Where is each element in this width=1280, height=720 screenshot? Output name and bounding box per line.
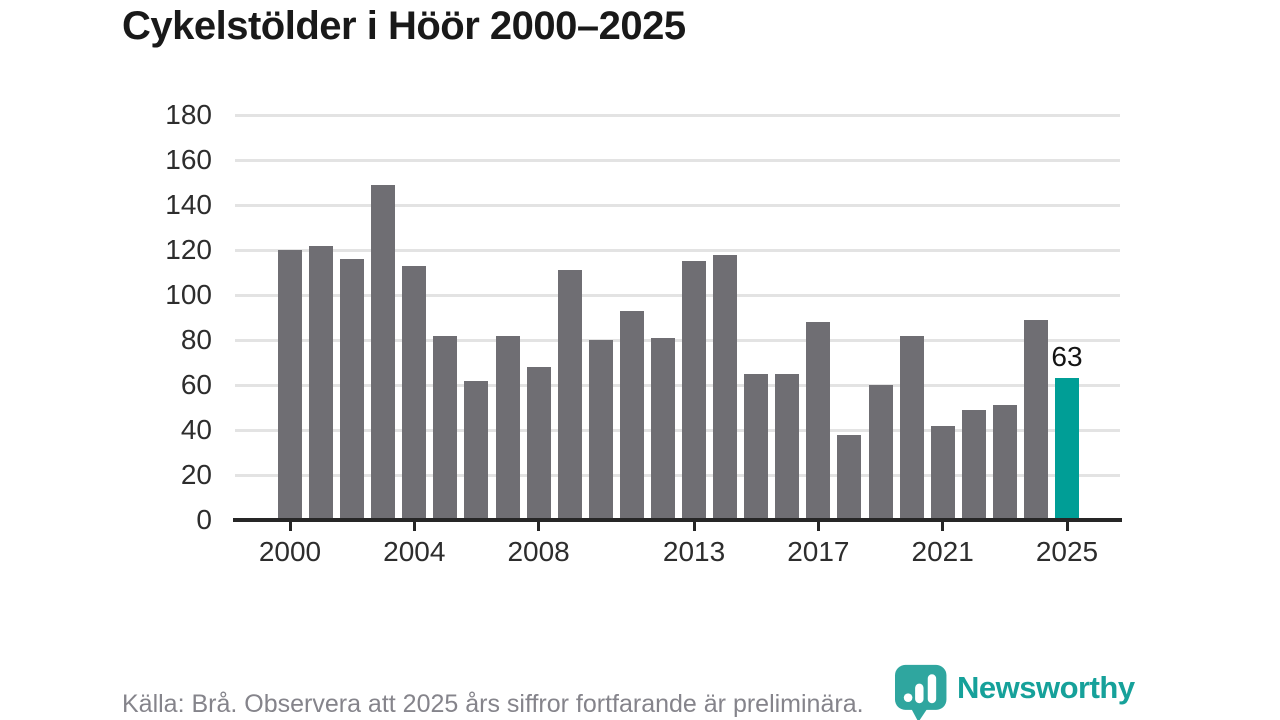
- bar-2007: [495, 335, 520, 520]
- x-axis-tick-label: 2008: [507, 536, 570, 567]
- bar-2014: [713, 254, 738, 520]
- gridline-100: [235, 293, 1120, 297]
- gridline-180: [235, 113, 1120, 117]
- bar-2005: [433, 335, 458, 520]
- bar-2009: [557, 270, 582, 520]
- chart-title: Cykelstölder i Höör 2000–2025: [122, 4, 686, 48]
- gridline-40: [235, 428, 1120, 432]
- x-axis-tick-label: 2000: [258, 536, 322, 567]
- bar-2006: [464, 380, 489, 520]
- logo-wordmark: Newsworthy: [957, 670, 1135, 705]
- bar-2011: [619, 310, 644, 520]
- x-axis-tick: [1065, 522, 1069, 531]
- x-axis-tick-label: 2017: [787, 536, 850, 567]
- gridline-60: [235, 383, 1120, 387]
- bar-2025: [1055, 378, 1079, 520]
- y-axis-tick-label: 120: [165, 234, 212, 265]
- x-axis-tick-label: 2021: [911, 536, 974, 567]
- bar-2024: [1023, 319, 1048, 520]
- x-axis-tick: [692, 522, 696, 531]
- bar-2000: [278, 250, 302, 520]
- bar-2016: [775, 373, 800, 520]
- bar-2018: [837, 434, 862, 520]
- gridline-140: [235, 203, 1120, 207]
- gridline-80: [235, 338, 1120, 342]
- gridline-160: [235, 158, 1120, 162]
- y-axis-tick-label: 0: [196, 504, 212, 535]
- gridline-20: [235, 473, 1120, 477]
- bar-2010: [588, 340, 613, 520]
- bar-2017: [806, 322, 831, 520]
- bar-2015: [744, 373, 769, 520]
- y-axis-tick-label: 20: [180, 459, 212, 490]
- newsworthy-logo: Newsworthy: [893, 664, 1135, 720]
- bar-chart-speech-bubble-icon: [895, 664, 947, 720]
- bar-2022: [961, 409, 986, 520]
- bar-2013: [682, 261, 707, 520]
- bar-2001: [309, 245, 334, 520]
- bar-2008: [526, 367, 551, 520]
- x-axis-line: [233, 518, 1122, 522]
- bar-2021: [930, 425, 955, 520]
- x-axis-tick: [412, 522, 416, 531]
- y-axis-tick-label: 180: [165, 99, 212, 130]
- y-axis-tick-label: 60: [180, 369, 212, 400]
- bar-2002: [340, 259, 365, 520]
- bar-2019: [868, 385, 893, 520]
- y-axis-tick-label: 160: [165, 144, 212, 175]
- x-axis-tick: [288, 522, 292, 531]
- x-axis-tick: [537, 522, 541, 531]
- x-axis-tick-label: 2013: [662, 536, 726, 567]
- bar-2023: [992, 405, 1017, 520]
- x-axis-tick-label: 2025: [1035, 536, 1099, 567]
- bar-2020: [899, 335, 924, 520]
- source-note: Källa: Brå. Observera att 2025 års siffr…: [122, 690, 864, 718]
- bar-2004: [402, 265, 427, 520]
- bar-2003: [371, 184, 396, 520]
- x-axis-tick: [941, 522, 945, 531]
- y-axis-tick-label: 100: [165, 279, 212, 310]
- bar-2012: [650, 337, 675, 520]
- highlight-value-label: 63: [1051, 341, 1083, 373]
- y-axis-tick-label: 80: [180, 324, 212, 355]
- x-axis-tick: [816, 522, 820, 531]
- x-axis-tick-label: 2004: [383, 536, 446, 567]
- y-axis-tick-label: 40: [180, 414, 212, 445]
- y-axis-tick-label: 140: [165, 189, 212, 220]
- gridline-120: [235, 248, 1120, 252]
